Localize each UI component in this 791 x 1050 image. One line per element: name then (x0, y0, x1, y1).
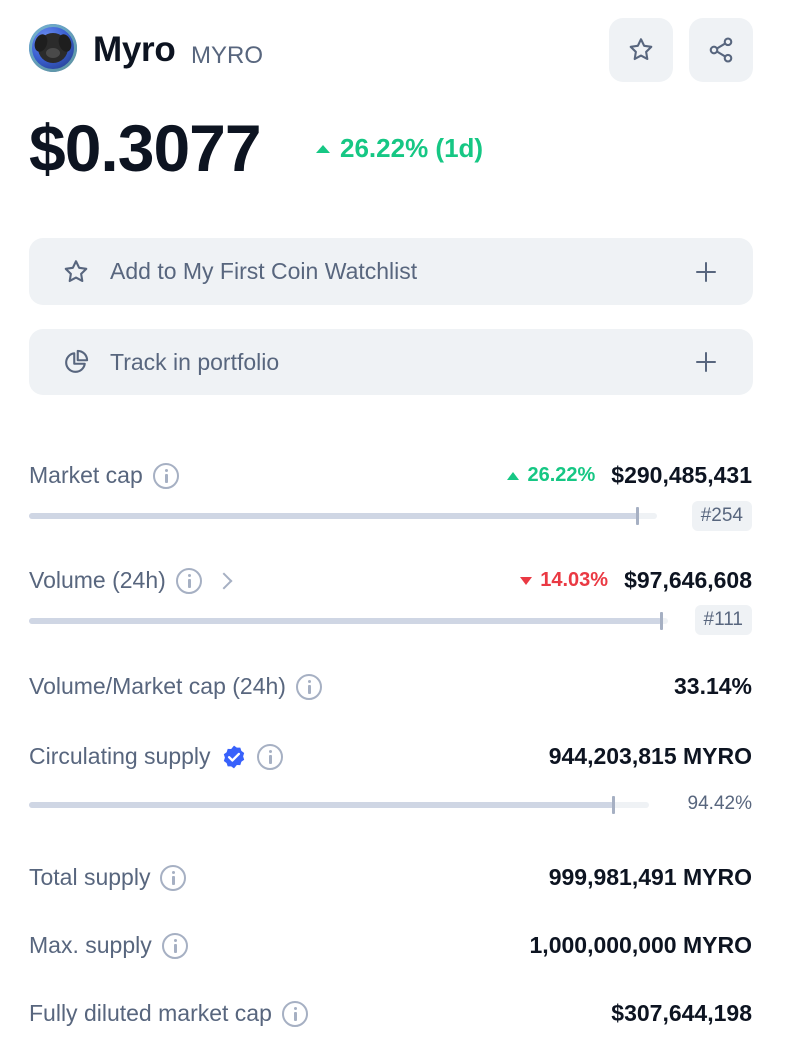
market-cap-change-value: 26.22% (527, 464, 596, 486)
star-icon (61, 257, 91, 287)
volume-rank-badge: #111 (694, 605, 752, 635)
circulating-supply-bar-fill (29, 802, 614, 808)
price-change-1d: 26.22% (1d) (316, 133, 483, 164)
favorite-button[interactable] (609, 18, 673, 82)
track-portfolio-button[interactable]: Track in portfolio (29, 329, 753, 395)
total-supply-value: 999,981,491 MYRO (548, 864, 752, 890)
volume-label-row[interactable]: Volume (24h) (29, 567, 233, 594)
market-cap-rank-badge: #254 (691, 501, 752, 531)
circulating-supply-percent: 94.42% (687, 793, 752, 814)
total-supply-label: Total supply (29, 864, 151, 890)
volume-label: Volume (24h) (29, 567, 166, 593)
circulating-supply-label: Circulating supply (29, 743, 211, 769)
info-icon[interactable] (175, 567, 202, 594)
vol-mcap-label-row: Volume/Market cap (24h) (29, 673, 322, 700)
market-cap-value: $290,485,431 (611, 462, 752, 488)
verified-badge-icon (223, 745, 244, 768)
volume-change-value: 14.03% (540, 569, 609, 591)
info-icon[interactable] (295, 673, 322, 700)
info-icon[interactable] (281, 1000, 308, 1027)
market-cap-label: Market cap (29, 462, 143, 488)
watchlist-label: Add to My First Coin Watchlist (110, 258, 418, 284)
plus-icon (695, 351, 717, 373)
circulating-supply-bar (29, 796, 649, 814)
price-change-value: 26.22% (1d) (340, 133, 484, 163)
caret-up-icon (507, 471, 520, 480)
portfolio-label: Track in portfolio (110, 348, 280, 375)
chevron-right-icon[interactable] (215, 572, 233, 589)
info-icon[interactable] (256, 743, 283, 770)
volume-rank-bar (29, 612, 668, 630)
plus-icon (695, 261, 717, 283)
volume-value: $97,646,608 (624, 567, 752, 593)
fdv-label: Fully diluted market cap (29, 1000, 272, 1026)
total-supply-label-row: Total supply (29, 864, 187, 891)
market-cap-change: 26.22% (507, 464, 595, 487)
coin-symbol: MYRO (191, 42, 263, 69)
market-cap-bar-fill (29, 513, 638, 519)
circulating-supply-value: 944,203,815 MYRO (548, 743, 752, 769)
share-button[interactable] (689, 18, 753, 82)
market-cap-rank-bar (29, 507, 657, 525)
coin-name: Myro (93, 30, 176, 69)
myro-dog-avatar (29, 24, 77, 72)
info-icon[interactable] (152, 462, 179, 489)
info-icon[interactable] (160, 864, 187, 891)
fdv-label-row: Fully diluted market cap (29, 1000, 308, 1027)
volume-values: 14.03% $97,646,608 (520, 567, 752, 594)
share-icon (709, 37, 733, 63)
max-supply-value: 1,000,000,000 MYRO (529, 932, 752, 958)
market-cap-bar-marker (636, 507, 639, 525)
market-cap-values: 26.22% $290,485,431 (507, 462, 752, 489)
info-icon[interactable] (161, 932, 188, 959)
market-cap-label-row: Market cap (29, 462, 179, 489)
volume-bar-fill (29, 618, 662, 624)
fdv-value: $307,644,198 (611, 1000, 752, 1026)
circulating-supply-bar-marker (612, 796, 615, 814)
volume-bar-marker (660, 612, 663, 630)
coin-header: Myro MYRO (29, 18, 753, 84)
caret-up-icon (316, 144, 330, 153)
pie-chart-icon (61, 347, 91, 377)
max-supply-label: Max. supply (29, 932, 152, 958)
add-to-watchlist-button[interactable]: Add to My First Coin Watchlist (29, 238, 753, 305)
circulating-supply-label-row: Circulating supply (29, 743, 283, 770)
max-supply-label-row: Max. supply (29, 932, 188, 959)
caret-down-icon (520, 576, 533, 585)
vol-mcap-value: 33.14% (673, 673, 752, 699)
current-price: $0.3077 (29, 111, 262, 185)
star-icon (629, 38, 653, 61)
vol-mcap-label: Volume/Market cap (24h) (29, 673, 286, 699)
volume-change: 14.03% (520, 569, 608, 592)
